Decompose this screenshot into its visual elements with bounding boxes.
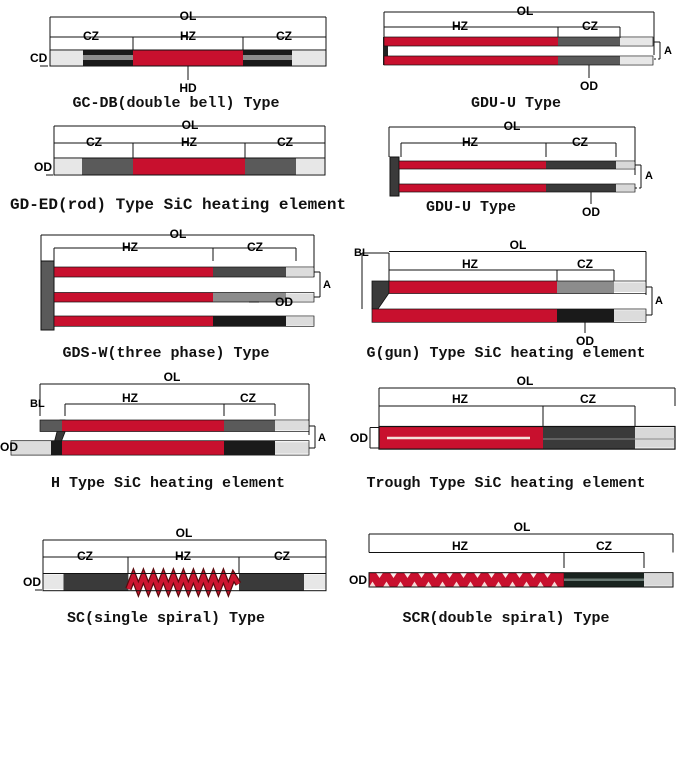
svg-text:HZ: HZ [452,539,468,553]
svg-text:CZ: CZ [276,29,292,43]
svg-text:BL: BL [354,247,369,259]
svg-text:OL: OL [182,118,199,132]
svg-text:OL: OL [517,374,534,388]
svg-text:HZ: HZ [175,549,191,563]
svg-text:OL: OL [514,520,531,534]
svg-text:HZ: HZ [452,19,468,33]
svg-text:OL: OL [517,4,534,18]
svg-text:OD: OD [34,160,52,174]
svg-text:A: A [323,279,331,291]
svg-text:OD: OD [275,295,293,309]
svg-text:HZ: HZ [462,135,478,149]
svg-text:HZ: HZ [462,257,478,271]
svg-text:CZ: CZ [77,549,93,563]
svg-text:HZ: HZ [180,29,196,43]
svg-text:OD: OD [0,440,18,454]
svg-text:HZ: HZ [181,135,197,149]
svg-text:OD: OD [580,79,598,93]
svg-text:OD: OD [349,573,367,587]
svg-text:A: A [664,45,672,57]
svg-text:CZ: CZ [83,29,99,43]
svg-text:OL: OL [164,370,181,384]
svg-text:CZ: CZ [572,135,588,149]
svg-text:CZ: CZ [277,135,293,149]
svg-text:CZ: CZ [86,135,102,149]
svg-text:OL: OL [180,9,197,23]
svg-text:HZ: HZ [452,392,468,406]
svg-text:OL: OL [170,227,187,241]
svg-text:CD: CD [30,51,48,65]
svg-text:BL: BL [30,398,45,410]
svg-text:CZ: CZ [274,549,290,563]
svg-text:OL: OL [504,119,521,133]
svg-text:CZ: CZ [577,257,593,271]
svg-text:CZ: CZ [582,19,598,33]
svg-text:HZ: HZ [122,391,138,405]
svg-text:A: A [655,295,663,307]
svg-text:A: A [645,170,653,182]
svg-text:CZ: CZ [580,392,596,406]
svg-text:HD: HD [179,81,197,95]
svg-text:A: A [318,432,326,444]
svg-text:OD: OD [23,575,41,589]
svg-text:CZ: CZ [596,539,612,553]
svg-text:CZ: CZ [247,240,263,254]
svg-text:OL: OL [510,238,527,252]
svg-text:OL: OL [176,526,193,540]
svg-text:CZ: CZ [240,391,256,405]
svg-text:HZ: HZ [122,240,138,254]
svg-text:OD: OD [350,431,368,445]
